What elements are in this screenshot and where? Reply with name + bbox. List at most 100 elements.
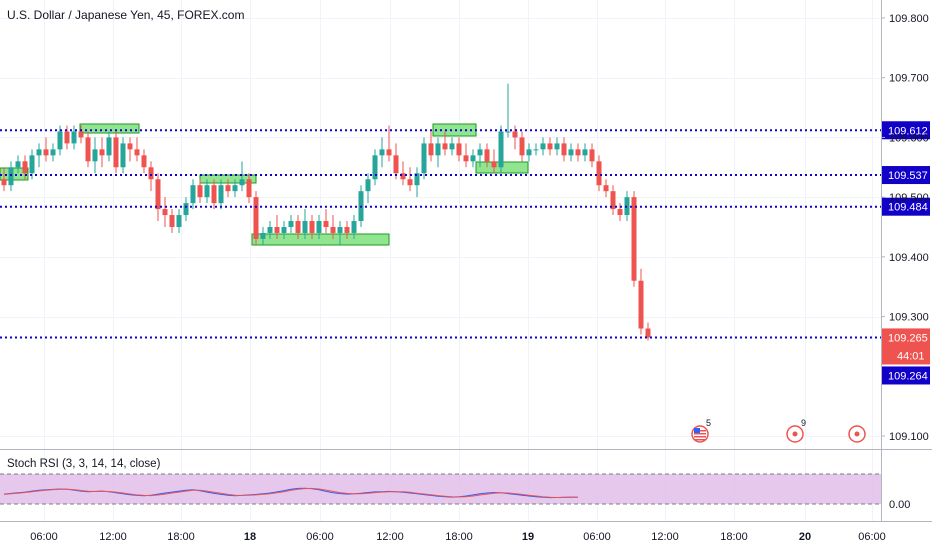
candle-body bbox=[477, 149, 483, 156]
time-tick-label: 18 bbox=[244, 531, 256, 543]
candle-body bbox=[148, 167, 154, 180]
candle bbox=[512, 125, 518, 150]
candle-body bbox=[197, 185, 203, 198]
candle bbox=[78, 125, 84, 144]
zone-rectangle[interactable] bbox=[432, 123, 477, 137]
level-price-label-bg bbox=[882, 197, 930, 216]
candle-body bbox=[99, 149, 105, 156]
candle bbox=[134, 137, 140, 162]
candle bbox=[15, 155, 21, 174]
candle-body bbox=[421, 143, 427, 174]
candle-body bbox=[281, 226, 287, 233]
candle bbox=[638, 268, 644, 335]
candle-body bbox=[323, 221, 329, 227]
candle-body bbox=[302, 221, 308, 233]
candle-body bbox=[449, 143, 455, 150]
candle bbox=[92, 137, 98, 174]
price-axis[interactable]: 109.800 109.700 109.600 109.500 109.400 109.3… bbox=[881, 13, 929, 443]
candle-body bbox=[442, 143, 448, 150]
candle bbox=[596, 155, 602, 192]
candle bbox=[155, 173, 161, 222]
candle-body bbox=[344, 226, 350, 233]
time-tick-label: 06:00 bbox=[306, 531, 334, 543]
target-icon[interactable] bbox=[848, 425, 866, 443]
candle-body bbox=[64, 131, 70, 144]
candle-body bbox=[484, 149, 490, 162]
time-tick-label: 18:00 bbox=[167, 531, 195, 543]
candle-body bbox=[127, 143, 133, 150]
level-price-label-bg bbox=[882, 121, 930, 140]
candle bbox=[190, 179, 196, 210]
candle bbox=[379, 137, 385, 168]
candle bbox=[435, 137, 441, 168]
candle-body bbox=[288, 221, 294, 227]
candle-body bbox=[386, 149, 392, 156]
candle bbox=[36, 143, 42, 168]
candle-body bbox=[36, 149, 42, 156]
candle bbox=[232, 179, 238, 198]
candle bbox=[344, 221, 350, 239]
zone-rectangle[interactable] bbox=[251, 233, 390, 246]
candle bbox=[281, 221, 287, 239]
candle bbox=[99, 137, 105, 168]
candle bbox=[8, 161, 14, 192]
candle bbox=[127, 137, 133, 162]
candle-body bbox=[568, 149, 574, 156]
time-tick-label: 12:00 bbox=[651, 531, 679, 543]
candle-body bbox=[519, 137, 525, 156]
candle bbox=[582, 143, 588, 162]
price-tick-label: 109.700 bbox=[889, 73, 929, 85]
candle-body bbox=[134, 149, 140, 156]
candle bbox=[106, 131, 112, 162]
candle-body bbox=[169, 215, 175, 227]
candle-body bbox=[267, 226, 273, 233]
candle bbox=[540, 137, 546, 156]
horizontal-level-lines[interactable]: 109.612109.537109.484109.265109.26544:01… bbox=[0, 121, 930, 385]
candle bbox=[260, 226, 266, 245]
candle-body bbox=[8, 167, 14, 186]
candle-body bbox=[505, 131, 511, 133]
candle bbox=[477, 143, 483, 168]
level-price-label: 109.484 bbox=[888, 202, 928, 214]
candle bbox=[547, 137, 553, 156]
candle bbox=[253, 191, 259, 245]
candle-body bbox=[512, 131, 518, 138]
candle bbox=[442, 131, 448, 156]
candle bbox=[421, 137, 427, 180]
candle bbox=[414, 167, 420, 198]
candle-body bbox=[498, 131, 504, 168]
candle bbox=[302, 209, 308, 239]
candle bbox=[162, 197, 168, 227]
candle bbox=[176, 209, 182, 233]
candle bbox=[330, 215, 336, 239]
candle-body bbox=[617, 209, 623, 216]
time-axis[interactable]: 06:00 12:00 18:00 18 06:00 12:00 18:00 19 06:00 1… bbox=[30, 531, 886, 543]
candle bbox=[463, 143, 469, 168]
stoch-d-line bbox=[3, 487, 579, 498]
event-count: 9 bbox=[801, 418, 806, 428]
zone-rectangle[interactable] bbox=[0, 167, 29, 181]
time-tick-label: 06:00 bbox=[858, 531, 886, 543]
candle-body bbox=[400, 173, 406, 180]
candle-body bbox=[211, 185, 217, 204]
candle bbox=[120, 137, 126, 174]
candle-body bbox=[372, 155, 378, 180]
candle bbox=[491, 149, 497, 174]
target-icon[interactable] bbox=[786, 425, 804, 443]
candle-body bbox=[295, 221, 301, 233]
candle-body bbox=[246, 179, 252, 198]
candle-body bbox=[582, 149, 588, 156]
us-flag-icon[interactable] bbox=[691, 425, 709, 443]
candle-body bbox=[589, 149, 595, 162]
candle-body bbox=[596, 161, 602, 186]
candle bbox=[309, 215, 315, 239]
indicator-title: Stoch RSI (3, 3, 14, 14, close) bbox=[7, 458, 161, 470]
lower-price-label-bg bbox=[882, 366, 930, 385]
candle bbox=[211, 179, 217, 210]
candle-body bbox=[176, 215, 182, 227]
candle-body bbox=[218, 185, 224, 204]
candle bbox=[267, 221, 273, 239]
rsi-band bbox=[0, 474, 881, 504]
